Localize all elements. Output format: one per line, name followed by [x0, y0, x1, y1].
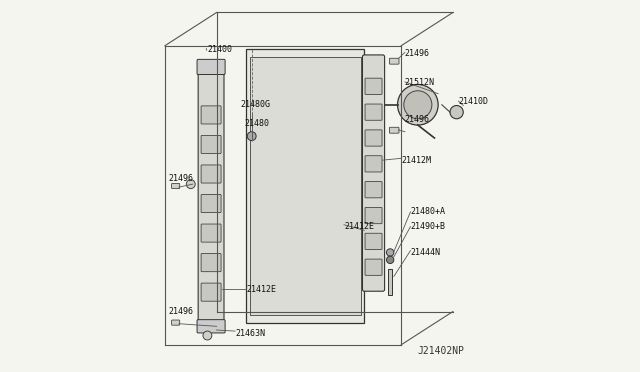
Text: 21512N: 21512N: [405, 78, 435, 87]
FancyBboxPatch shape: [197, 60, 225, 74]
FancyBboxPatch shape: [172, 320, 180, 325]
FancyBboxPatch shape: [365, 233, 382, 250]
FancyBboxPatch shape: [389, 58, 399, 64]
FancyBboxPatch shape: [201, 135, 221, 154]
Text: 21480: 21480: [244, 119, 269, 128]
Circle shape: [397, 84, 438, 125]
Text: 21496: 21496: [405, 115, 430, 124]
Text: 21412E: 21412E: [344, 222, 374, 231]
Text: 21410D: 21410D: [458, 97, 488, 106]
FancyBboxPatch shape: [365, 104, 382, 120]
Bar: [250, 57, 360, 315]
FancyBboxPatch shape: [365, 208, 382, 224]
FancyBboxPatch shape: [201, 106, 221, 124]
Circle shape: [450, 106, 463, 119]
Text: 21444N: 21444N: [410, 248, 440, 257]
Text: 21496: 21496: [168, 307, 194, 316]
FancyBboxPatch shape: [201, 195, 221, 212]
Text: J21402NP: J21402NP: [417, 346, 464, 356]
Text: 21412M: 21412M: [401, 155, 431, 165]
FancyBboxPatch shape: [365, 78, 382, 94]
Text: 21496: 21496: [168, 174, 194, 183]
Text: 21480G: 21480G: [241, 100, 271, 109]
Bar: [388, 269, 392, 295]
FancyBboxPatch shape: [201, 283, 221, 301]
FancyBboxPatch shape: [201, 224, 221, 242]
FancyBboxPatch shape: [389, 127, 399, 133]
Text: 21400: 21400: [207, 45, 232, 54]
FancyBboxPatch shape: [365, 182, 382, 198]
FancyBboxPatch shape: [172, 183, 180, 189]
Text: 21496: 21496: [405, 49, 430, 58]
FancyBboxPatch shape: [201, 165, 221, 183]
Circle shape: [186, 180, 195, 189]
FancyBboxPatch shape: [365, 259, 382, 275]
FancyBboxPatch shape: [197, 320, 225, 333]
FancyBboxPatch shape: [365, 130, 382, 146]
Text: 21480+A: 21480+A: [410, 207, 445, 217]
FancyBboxPatch shape: [365, 156, 382, 172]
Circle shape: [387, 249, 394, 256]
Circle shape: [203, 331, 212, 340]
Circle shape: [404, 91, 432, 119]
Bar: [246, 49, 364, 323]
Circle shape: [387, 256, 394, 263]
Text: 21412E: 21412E: [246, 285, 276, 294]
Text: 21463N: 21463N: [235, 329, 265, 338]
FancyBboxPatch shape: [201, 254, 221, 272]
FancyBboxPatch shape: [198, 66, 224, 328]
FancyBboxPatch shape: [362, 55, 385, 291]
Circle shape: [247, 132, 256, 141]
Text: 21490+B: 21490+B: [410, 222, 445, 231]
